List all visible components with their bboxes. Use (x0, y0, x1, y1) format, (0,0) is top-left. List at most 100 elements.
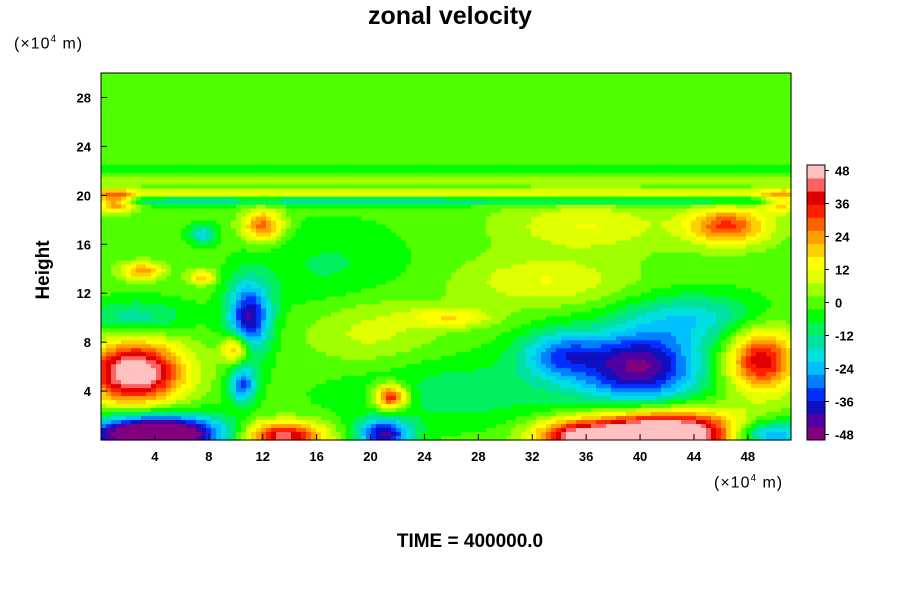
heatmap-cell (721, 144, 727, 150)
heatmap-cell (176, 156, 182, 162)
heatmap-cell (516, 184, 522, 190)
heatmap-cell (516, 132, 522, 138)
heatmap-cell (731, 212, 737, 218)
heatmap-cell (236, 168, 242, 174)
heatmap-cell (526, 160, 532, 166)
heatmap-cell (376, 92, 382, 98)
heatmap-cell (656, 112, 662, 118)
heatmap-cell (291, 88, 297, 94)
heatmap-cell (486, 132, 492, 138)
heatmap-cell (336, 160, 342, 166)
heatmap-cell (661, 196, 667, 202)
heatmap-cell (466, 212, 472, 218)
heatmap-cell (641, 112, 647, 118)
heatmap-cell (271, 148, 277, 154)
heatmap-cell (711, 164, 717, 170)
heatmap-cell (716, 100, 722, 106)
heatmap-cell (406, 156, 412, 162)
heatmap-cell (446, 96, 452, 102)
heatmap-cell (206, 108, 212, 114)
heatmap-cell (686, 124, 692, 130)
heatmap-cell (631, 100, 637, 106)
heatmap-cell (646, 148, 652, 154)
heatmap-cell (391, 164, 397, 170)
heatmap-cell (506, 156, 512, 162)
heatmap-cell (581, 168, 587, 174)
heatmap-cell (421, 124, 427, 130)
heatmap-cell (561, 100, 567, 106)
heatmap-cell (536, 96, 542, 102)
heatmap-cell (351, 144, 357, 150)
heatmap-cell (131, 112, 137, 118)
heatmap-cell (401, 152, 407, 158)
heatmap-cell (406, 104, 412, 110)
heatmap-cell (491, 76, 497, 82)
heatmap-cell (431, 152, 437, 158)
heatmap-cell (171, 136, 177, 142)
heatmap-cell (271, 76, 277, 82)
heatmap-cell (166, 132, 172, 138)
heatmap-cell (161, 124, 167, 130)
heatmap-cell (366, 136, 372, 142)
heatmap-cell (666, 172, 672, 178)
heatmap-cell (236, 208, 242, 214)
heatmap-cell (161, 216, 167, 222)
heatmap-cell (396, 176, 402, 182)
heatmap-cell (396, 208, 402, 214)
heatmap-cell (761, 164, 767, 170)
heatmap-cell (176, 132, 182, 138)
heatmap-cell (231, 96, 237, 102)
heatmap-cell (356, 196, 362, 202)
heatmap-cell (406, 112, 412, 118)
heatmap-cell (761, 156, 767, 162)
heatmap-cell (311, 108, 317, 114)
heatmap-cell (421, 144, 427, 150)
heatmap-cell (656, 128, 662, 134)
heatmap-cell (221, 144, 227, 150)
heatmap-cell (331, 152, 337, 158)
heatmap-cell (436, 88, 442, 94)
heatmap-cell (661, 108, 667, 114)
heatmap-cell (621, 100, 627, 106)
heatmap-cell (701, 73, 707, 78)
heatmap-cell (226, 148, 232, 154)
heatmap-cell (546, 200, 552, 206)
heatmap-cell (521, 164, 527, 170)
heatmap-cell (456, 172, 462, 178)
heatmap-cell (486, 120, 492, 126)
heatmap-cell (421, 168, 427, 174)
heatmap-cell (531, 132, 537, 138)
heatmap-cell (406, 88, 412, 94)
heatmap-cell (381, 208, 387, 214)
heatmap-cell (506, 92, 512, 98)
heatmap-cell (776, 84, 782, 90)
heatmap-cell (721, 208, 727, 214)
heatmap-cell (166, 144, 172, 150)
heatmap-cell (426, 124, 432, 130)
heatmap-cell (436, 136, 442, 142)
heatmap-cell (741, 144, 747, 150)
heatmap-cell (531, 88, 537, 94)
heatmap-cell (481, 140, 487, 146)
heatmap-cell (581, 112, 587, 118)
heatmap-cell (711, 212, 717, 218)
heatmap-cell (261, 112, 267, 118)
heatmap-cell (426, 204, 432, 210)
heatmap-cell (486, 176, 492, 182)
heatmap-cell (556, 144, 562, 150)
heatmap-cell (531, 184, 537, 190)
heatmap-cell (301, 188, 307, 194)
heatmap-cell (356, 136, 362, 142)
heatmap-cell (631, 160, 637, 166)
heatmap-cell (501, 212, 507, 218)
heatmap-cell (641, 88, 647, 94)
heatmap-cell (611, 192, 617, 198)
heatmap-cell (206, 148, 212, 154)
heatmap-cell (766, 120, 772, 126)
heatmap-cell (771, 152, 777, 158)
heatmap-cell (741, 73, 747, 78)
heatmap-cell (131, 76, 137, 82)
heatmap-cell (731, 208, 737, 214)
heatmap-cell (631, 208, 637, 214)
heatmap-cell (546, 160, 552, 166)
